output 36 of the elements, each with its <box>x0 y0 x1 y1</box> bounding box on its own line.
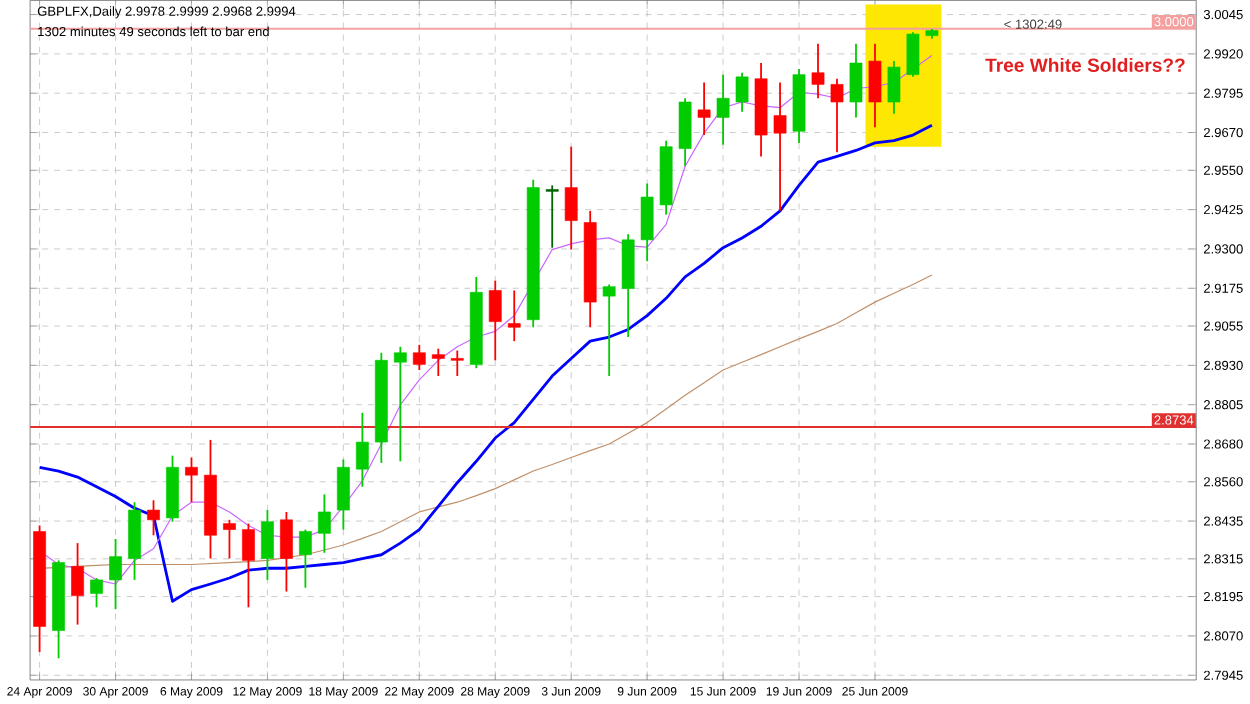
candlestick <box>678 96 692 167</box>
candlestick <box>640 182 654 262</box>
candlestick <box>71 541 84 626</box>
candlestick <box>811 42 825 99</box>
candlestick <box>318 493 331 554</box>
candlestick <box>887 59 901 115</box>
candlestick <box>299 528 312 589</box>
text: Tree White Soldiers?? <box>985 57 1185 72</box>
candlestick <box>602 283 616 377</box>
candlestick <box>223 518 236 560</box>
candlestick <box>868 42 882 128</box>
candlestick <box>849 42 863 118</box>
candlestick <box>716 73 730 146</box>
candlestick <box>507 289 521 342</box>
candlestick <box>109 537 122 610</box>
candlestick <box>450 349 464 377</box>
candlestick <box>830 77 844 153</box>
candlestick <box>488 279 502 361</box>
candlestick <box>412 343 426 371</box>
candlestick <box>906 30 920 78</box>
candlestick <box>242 522 255 608</box>
candlestick <box>261 508 274 581</box>
candlestick <box>280 510 293 593</box>
candlestick <box>697 81 711 136</box>
candlestick <box>773 81 787 212</box>
candlestick <box>431 347 445 377</box>
candlestick <box>147 499 160 536</box>
candlestick <box>393 345 407 462</box>
candlestick <box>564 145 578 251</box>
candlestick <box>735 71 749 113</box>
candlestick <box>336 458 350 531</box>
candlestick <box>545 184 559 249</box>
candlestick <box>355 411 369 488</box>
line-series <box>38 123 934 603</box>
candlestick <box>185 456 198 503</box>
candlestick <box>90 576 103 608</box>
